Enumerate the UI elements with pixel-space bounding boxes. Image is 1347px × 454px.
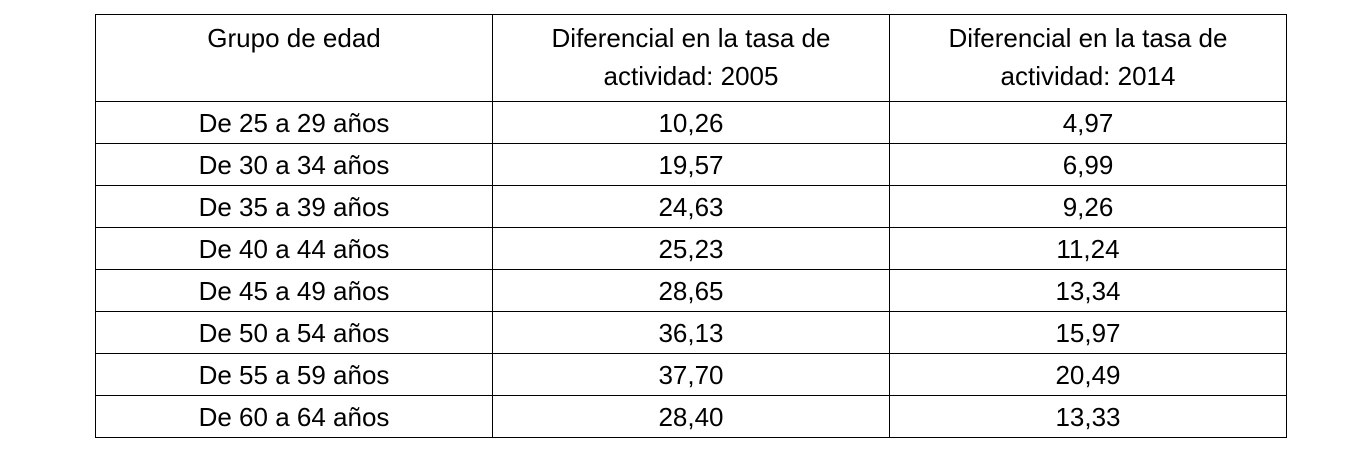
age-group-cell: De 45 a 49 años xyxy=(95,269,493,312)
header-row: Grupo de edad Diferencial en la tasa de a… xyxy=(95,14,1287,102)
table-row: De 40 a 44 años 25,23 11,24 xyxy=(95,227,1287,270)
table-row: De 45 a 49 años 28,65 13,34 xyxy=(95,269,1287,312)
value-cell: 6,99 xyxy=(889,143,1287,186)
table-row: De 35 a 39 años 24,63 9,26 xyxy=(95,185,1287,228)
value-cell: 19,57 xyxy=(492,143,890,186)
age-group-cell: De 50 a 54 años xyxy=(95,311,493,354)
value-cell: 11,24 xyxy=(889,227,1287,270)
table-row: De 50 a 54 años 36,13 15,97 xyxy=(95,311,1287,354)
table-row: De 60 a 64 años 28,40 13,33 xyxy=(95,395,1287,438)
value-cell: 37,70 xyxy=(492,353,890,396)
value-cell: 15,97 xyxy=(889,311,1287,354)
age-group-cell: De 30 a 34 años xyxy=(95,143,493,186)
table-row: De 55 a 59 años 37,70 20,49 xyxy=(95,353,1287,396)
table-body: De 25 a 29 años 10,26 4,97 De 30 a 34 años 1… xyxy=(95,101,1287,438)
header-cell: Grupo de edad xyxy=(95,14,493,102)
age-group-cell: De 55 a 59 años xyxy=(95,353,493,396)
value-cell: 10,26 xyxy=(492,101,890,144)
value-cell: 20,49 xyxy=(889,353,1287,396)
value-cell: 24,63 xyxy=(492,185,890,228)
value-cell: 25,23 xyxy=(492,227,890,270)
data-table: Grupo de edad Diferencial en la tasa de a… xyxy=(95,14,1287,438)
age-group-cell: De 35 a 39 años xyxy=(95,185,493,228)
table-header: Grupo de edad Diferencial en la tasa de a… xyxy=(95,14,1287,102)
value-cell: 28,40 xyxy=(492,395,890,438)
value-cell: 13,33 xyxy=(889,395,1287,438)
table-row: De 25 a 29 años 10,26 4,97 xyxy=(95,101,1287,144)
age-group-cell: De 60 a 64 años xyxy=(95,395,493,438)
header-cell: Diferencial en la tasa de actividad: 201… xyxy=(889,14,1287,102)
age-group-cell: De 40 a 44 años xyxy=(95,227,493,270)
header-cell: Diferencial en la tasa de actividad: 200… xyxy=(492,14,890,102)
value-cell: 36,13 xyxy=(492,311,890,354)
age-group-cell: De 25 a 29 años xyxy=(95,101,493,144)
value-cell: 13,34 xyxy=(889,269,1287,312)
value-cell: 28,65 xyxy=(492,269,890,312)
table-row: De 30 a 34 años 19,57 6,99 xyxy=(95,143,1287,186)
value-cell: 9,26 xyxy=(889,185,1287,228)
value-cell: 4,97 xyxy=(889,101,1287,144)
